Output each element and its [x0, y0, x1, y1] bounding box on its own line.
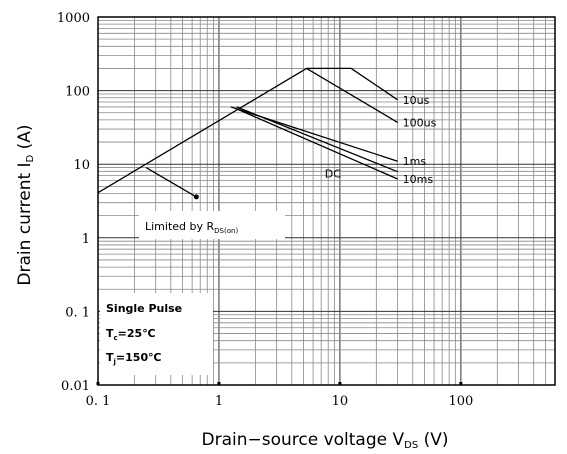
y-tick-label: 0. 1 [65, 305, 90, 320]
series-label: DC [325, 167, 341, 180]
x-tick-label: 1 [215, 394, 223, 409]
x-tick-label: 10 [332, 394, 349, 409]
grid [98, 17, 555, 385]
series-label: 100us [403, 116, 437, 129]
series-line-limited-by-rds-on- [145, 167, 197, 198]
limited-box [139, 211, 285, 239]
series-label: 1ms [403, 155, 427, 168]
x-tick-mark [459, 382, 463, 385]
x-tick-label: 100 [448, 394, 473, 409]
y-tick-label: 1000 [57, 11, 90, 26]
series-line-dc [236, 106, 398, 173]
series-line-10ms [238, 109, 398, 180]
y-axis-title: Drain current ID (A) [15, 124, 36, 285]
y-tick-label: 0.01 [61, 379, 90, 394]
y-tick-labels: 1000 100 10 1 0. 1 0.01 [57, 11, 90, 394]
series-lines [97, 67, 398, 200]
tc-label: Tc=25℃ [106, 327, 156, 342]
series-label: 10ms [403, 173, 434, 186]
series-line-100us [306, 67, 398, 123]
x-tick-mark [338, 382, 342, 385]
x-tick-mark [217, 382, 221, 385]
series-label: 10us [403, 94, 430, 107]
y-tick-label: 10 [73, 158, 90, 173]
x-axis-title: Drain−source voltage VDS (V) [201, 430, 448, 451]
x-tick-labels: 0. 1 1 10 100 [86, 382, 473, 409]
x-tick-label: 0. 1 [86, 394, 111, 409]
single-pulse-label: Single Pulse [106, 302, 182, 315]
limited-label: Limited by RDS(on) [145, 220, 238, 235]
y-tick-label: 100 [65, 85, 90, 100]
tj-label: Tj=150℃ [106, 351, 161, 366]
series-line-10us [97, 67, 398, 194]
x-tick-mark [96, 382, 100, 385]
series-labels: 10us 100us 1ms 10ms DC [325, 94, 437, 186]
limited-arrow-dot [193, 194, 199, 200]
plot-frame [97, 16, 556, 386]
conditions-box [100, 293, 213, 375]
y-tick-label: 1 [82, 232, 90, 247]
